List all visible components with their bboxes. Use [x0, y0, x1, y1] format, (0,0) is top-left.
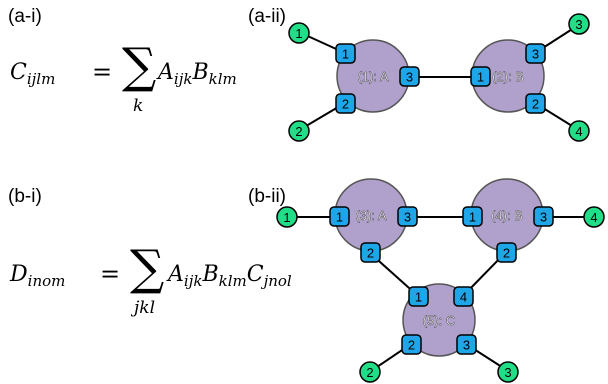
open-leg-a-2: 2	[288, 120, 310, 142]
svg-text:2: 2	[342, 97, 349, 112]
port-a2-2: 2	[525, 93, 546, 114]
svg-text:2: 2	[532, 97, 539, 112]
svg-text:1: 1	[295, 26, 302, 41]
svg-text:1: 1	[283, 210, 290, 225]
port-a1-3: 3	[399, 66, 420, 87]
open-leg-b-4: 4	[583, 206, 605, 228]
tensor-node-a2-label: (2): B	[492, 69, 524, 84]
panel-label-b-ii: (b-ii)	[248, 186, 286, 207]
port-b3-2: 2	[360, 242, 381, 263]
open-leg-b-3: 3	[497, 361, 519, 383]
formula-a-lhs: Cijlm	[10, 60, 56, 88]
panel-label-a-i: (a-i)	[8, 6, 42, 27]
svg-text:3: 3	[575, 17, 582, 32]
svg-text:2: 2	[366, 365, 373, 380]
svg-text:2: 2	[295, 124, 302, 139]
port-b3-1: 1	[329, 206, 350, 227]
formula-a-sum: ∑	[122, 38, 157, 94]
diagram-a: (1): A (2): B 1 2 3 1 2 3	[288, 13, 590, 142]
tensor-node-b3-label: (3): A	[355, 208, 386, 223]
port-a2-3: 3	[525, 43, 546, 64]
tensor-node-b4-label: (4): B	[491, 208, 523, 223]
panel-label-b-i: (b-i)	[8, 186, 42, 207]
port-b5-1: 1	[408, 286, 429, 307]
formula-b-sum: ∑	[130, 240, 165, 296]
svg-text:3: 3	[504, 365, 511, 380]
tensor-node-b5-label: (5): C	[423, 313, 456, 328]
svg-text:3: 3	[406, 70, 413, 85]
port-b4-1: 1	[462, 206, 483, 227]
panel-label-a-ii: (a-ii)	[248, 6, 286, 27]
svg-text:2: 2	[503, 246, 510, 261]
svg-text:2: 2	[367, 246, 374, 261]
open-leg-b-2: 2	[359, 361, 381, 383]
svg-text:2: 2	[408, 338, 415, 353]
port-b5-2: 2	[401, 334, 422, 355]
diagram-b: (3): A (4): B (5): C 1 2 3 1 2	[276, 178, 605, 383]
open-leg-b-1: 1	[276, 206, 298, 228]
formula-a-rhs: AijkBklm	[158, 60, 237, 88]
open-leg-a-4: 4	[568, 120, 590, 142]
port-b4-3: 3	[533, 206, 554, 227]
formula-b-sum-index: jkl	[134, 298, 156, 318]
svg-text:3: 3	[463, 338, 470, 353]
formula-a-sum-index: k	[133, 96, 144, 116]
svg-text:4: 4	[460, 290, 467, 305]
svg-text:3: 3	[404, 210, 411, 225]
formula-b-rhs: AijkBklmCjnol	[168, 262, 292, 290]
svg-text:3: 3	[532, 47, 539, 62]
port-a2-1: 1	[470, 66, 491, 87]
svg-text:1: 1	[477, 70, 484, 85]
port-b5-3: 3	[456, 334, 477, 355]
svg-text:1: 1	[342, 47, 349, 62]
svg-text:1: 1	[336, 210, 343, 225]
port-b5-4: 4	[453, 286, 474, 307]
svg-text:3: 3	[540, 210, 547, 225]
port-b4-2: 2	[496, 242, 517, 263]
formula-b-lhs: Dinom	[10, 262, 66, 290]
port-b3-3: 3	[397, 206, 418, 227]
port-a1-1: 1	[335, 43, 356, 64]
formula-a-equals: =	[92, 58, 113, 86]
formula-b-equals: =	[100, 260, 121, 288]
open-leg-a-1: 1	[288, 22, 310, 44]
tensor-node-a1-label: (1): A	[357, 69, 388, 84]
svg-text:4: 4	[575, 124, 582, 139]
open-leg-a-3: 3	[568, 13, 590, 35]
svg-text:1: 1	[415, 290, 422, 305]
port-a1-2: 2	[335, 93, 356, 114]
svg-text:4: 4	[590, 210, 597, 225]
svg-text:1: 1	[469, 210, 476, 225]
